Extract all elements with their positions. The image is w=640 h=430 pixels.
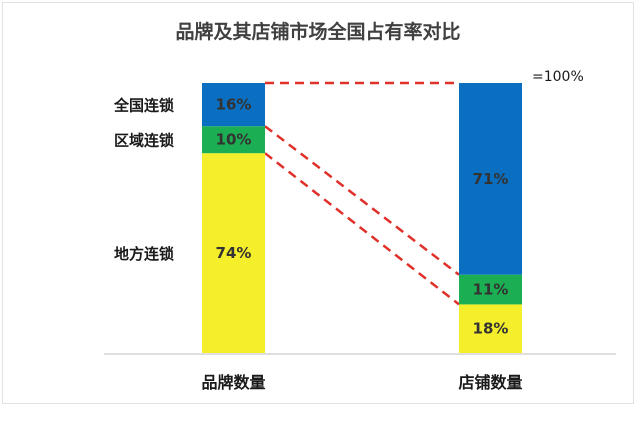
segment-label-0-0: 74% xyxy=(216,244,252,262)
bar-segment-0-2 xyxy=(202,83,265,127)
series-label-1: 区域连锁 xyxy=(114,132,174,150)
bar-segment-1-0 xyxy=(459,304,522,353)
series-legend-labels: 地方连锁 区域连锁 全国连锁 xyxy=(113,97,174,264)
segment-label-1-2: 71% xyxy=(473,170,509,188)
bar-segment-0-0 xyxy=(202,153,265,353)
segment-labels: 74% 10% 16% 18% 11% 71% xyxy=(216,96,509,338)
segment-label-0-1: 10% xyxy=(216,131,252,149)
category-label-0: 品牌数量 xyxy=(201,373,265,392)
category-labels: 品牌数量 店铺数量 xyxy=(201,373,522,392)
connector-line-1 xyxy=(264,152,460,306)
category-label-1: 店铺数量 xyxy=(458,373,522,392)
bar-segment-1-1 xyxy=(459,274,522,305)
segment-label-1-0: 18% xyxy=(473,320,509,338)
segment-label-0-2: 16% xyxy=(216,96,252,114)
total-annotation: =100% xyxy=(532,69,584,85)
bar-segment-1-2 xyxy=(459,83,522,275)
connector-line-2 xyxy=(264,125,460,276)
bar-stacks xyxy=(202,83,522,353)
chart-title: 品牌及其店铺市场全国占有率对比 xyxy=(175,20,460,43)
chart-frame xyxy=(2,2,634,404)
connector-lines xyxy=(264,81,460,306)
series-label-0: 地方连锁 xyxy=(114,245,174,263)
series-label-2: 全国连锁 xyxy=(113,97,174,115)
bar-segment-0-1 xyxy=(202,126,265,154)
segment-label-1-1: 11% xyxy=(473,281,509,299)
